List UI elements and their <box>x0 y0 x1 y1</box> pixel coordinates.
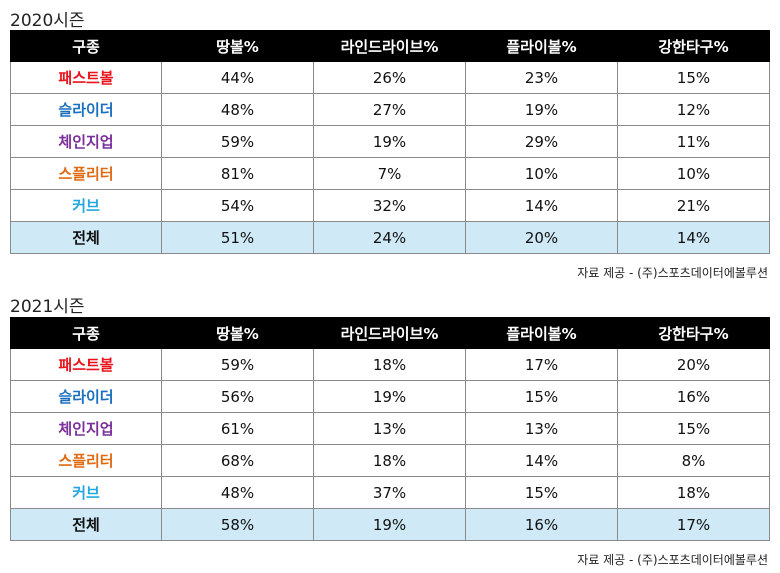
flyball-pct: 13% <box>465 412 618 445</box>
table-row: 체인지업 61% 13% 13% 15% <box>10 412 770 445</box>
groundball-pct: 59% <box>161 348 314 381</box>
pitch-name: 스플리터 <box>10 157 162 190</box>
hard-hit-pct: 12% <box>617 93 770 126</box>
line-drive-pct: 27% <box>313 93 466 126</box>
table-row: 슬라이더 48% 27% 19% 12% <box>10 93 770 126</box>
flyball-pct: 15% <box>465 476 618 509</box>
header-line-drive: 라인드라이브% <box>313 30 466 62</box>
groundball-pct: 51% <box>161 221 314 254</box>
stats-table-2021: 구종 땅볼% 라인드라이브% 플라이볼% 강한타구% 패스트볼 59% 18% 17%… <box>10 317 770 541</box>
table-row: 슬라이더 56% 19% 15% 16% <box>10 380 770 413</box>
pitch-name: 슬라이더 <box>10 380 162 413</box>
line-drive-pct: 26% <box>313 61 466 94</box>
line-drive-pct: 19% <box>313 380 466 413</box>
hard-hit-pct: 11% <box>617 125 770 158</box>
line-drive-pct: 7% <box>313 157 466 190</box>
flyball-pct: 20% <box>465 221 618 254</box>
table-row: 스플리터 68% 18% 14% 8% <box>10 444 770 477</box>
line-drive-pct: 32% <box>313 189 466 222</box>
flyball-pct: 14% <box>465 189 618 222</box>
hard-hit-pct: 16% <box>617 380 770 413</box>
pitch-name: 스플리터 <box>10 444 162 477</box>
table-row: 패스트볼 44% 26% 23% 15% <box>10 61 770 94</box>
pitch-name: 커브 <box>10 476 162 509</box>
total-row: 전체 58% 19% 16% 17% <box>10 508 770 541</box>
hard-hit-pct: 10% <box>617 157 770 190</box>
groundball-pct: 59% <box>161 125 314 158</box>
table-row: 커브 54% 32% 14% 21% <box>10 189 770 222</box>
flyball-pct: 15% <box>465 380 618 413</box>
flyball-pct: 10% <box>465 157 618 190</box>
groundball-pct: 68% <box>161 444 314 477</box>
hard-hit-pct: 17% <box>617 508 770 541</box>
hard-hit-pct: 8% <box>617 444 770 477</box>
line-drive-pct: 19% <box>313 125 466 158</box>
hard-hit-pct: 15% <box>617 412 770 445</box>
header-pitch-type: 구종 <box>10 317 162 349</box>
flyball-pct: 19% <box>465 93 618 126</box>
groundball-pct: 48% <box>161 93 314 126</box>
groundball-pct: 56% <box>161 380 314 413</box>
groundball-pct: 61% <box>161 412 314 445</box>
season-title-2021: 2021시즌 <box>10 297 85 317</box>
hard-hit-pct: 18% <box>617 476 770 509</box>
groundball-pct: 54% <box>161 189 314 222</box>
pitch-name: 전체 <box>10 221 162 254</box>
header-flyball: 플라이볼% <box>465 317 618 349</box>
groundball-pct: 81% <box>161 157 314 190</box>
flyball-pct: 23% <box>465 61 618 94</box>
pitch-name: 체인지업 <box>10 412 162 445</box>
flyball-pct: 29% <box>465 125 618 158</box>
groundball-pct: 48% <box>161 476 314 509</box>
header-row: 구종 땅볼% 라인드라이브% 플라이볼% 강한타구% <box>10 30 770 62</box>
pitch-name: 패스트볼 <box>10 61 162 94</box>
line-drive-pct: 37% <box>313 476 466 509</box>
pitch-name: 커브 <box>10 189 162 222</box>
header-row: 구종 땅볼% 라인드라이브% 플라이볼% 강한타구% <box>10 317 770 349</box>
groundball-pct: 44% <box>161 61 314 94</box>
line-drive-pct: 18% <box>313 444 466 477</box>
table-row: 커브 48% 37% 15% 18% <box>10 476 770 509</box>
pitch-name: 슬라이더 <box>10 93 162 126</box>
flyball-pct: 16% <box>465 508 618 541</box>
table-row: 패스트볼 59% 18% 17% 20% <box>10 348 770 381</box>
header-line-drive: 라인드라이브% <box>313 317 466 349</box>
season-title-2020: 2020시즌 <box>10 11 85 31</box>
source-credit-2021: 자료 제공 - (주)스포츠데이터에볼루션 <box>577 553 768 567</box>
header-pitch-type: 구종 <box>10 30 162 62</box>
total-row: 전체 51% 24% 20% 14% <box>10 221 770 254</box>
header-flyball: 플라이볼% <box>465 30 618 62</box>
pitch-name: 체인지업 <box>10 125 162 158</box>
header-groundball: 땅볼% <box>161 317 314 349</box>
hard-hit-pct: 15% <box>617 61 770 94</box>
stats-table-2020: 구종 땅볼% 라인드라이브% 플라이볼% 강한타구% 패스트볼 44% 26% 23%… <box>10 30 770 254</box>
pitch-name: 전체 <box>10 508 162 541</box>
source-credit-2020: 자료 제공 - (주)스포츠데이터에볼루션 <box>577 266 768 280</box>
line-drive-pct: 19% <box>313 508 466 541</box>
line-drive-pct: 18% <box>313 348 466 381</box>
header-groundball: 땅볼% <box>161 30 314 62</box>
hard-hit-pct: 14% <box>617 221 770 254</box>
hard-hit-pct: 21% <box>617 189 770 222</box>
header-hard-hit: 강한타구% <box>617 317 770 349</box>
line-drive-pct: 24% <box>313 221 466 254</box>
table-row: 스플리터 81% 7% 10% 10% <box>10 157 770 190</box>
pitch-name: 패스트볼 <box>10 348 162 381</box>
table-row: 체인지업 59% 19% 29% 11% <box>10 125 770 158</box>
flyball-pct: 14% <box>465 444 618 477</box>
hard-hit-pct: 20% <box>617 348 770 381</box>
flyball-pct: 17% <box>465 348 618 381</box>
line-drive-pct: 13% <box>313 412 466 445</box>
header-hard-hit: 강한타구% <box>617 30 770 62</box>
groundball-pct: 58% <box>161 508 314 541</box>
